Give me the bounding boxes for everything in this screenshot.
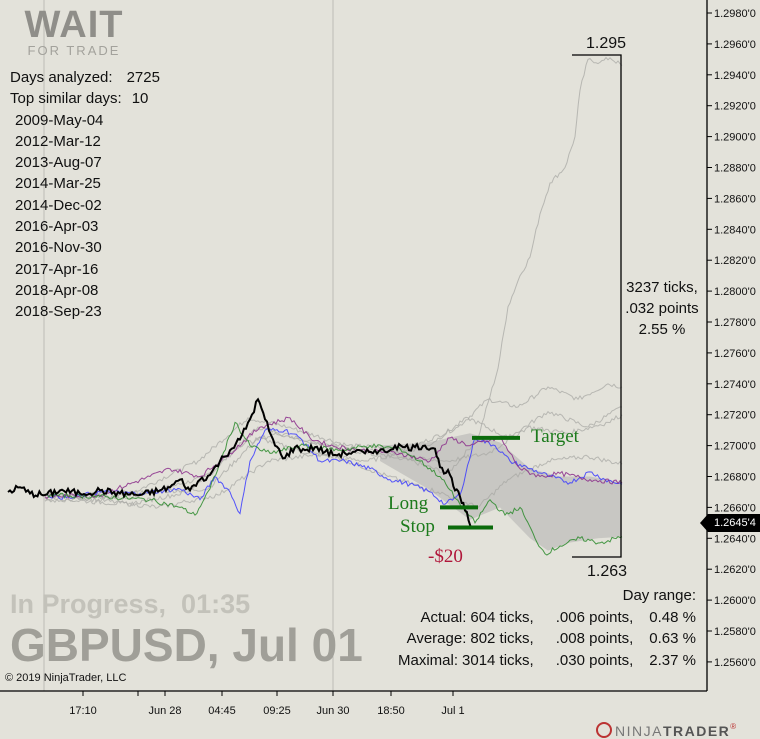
top-similar-label: Top similar days: — [10, 90, 122, 108]
stat-row-1: Average: 802 ticks, .008 points, 0.63 % — [380, 628, 696, 650]
current-price-value: 1.2645'4 — [708, 514, 760, 532]
stat-label: Maximal: — [398, 651, 459, 669]
long-label: Long — [388, 493, 429, 514]
time-tick-label: Jun 28 — [148, 705, 181, 717]
day-range-title: Day range: — [622, 587, 696, 604]
target-label: Target — [531, 426, 579, 447]
day-range-stats: Day range: Actual: 604 ticks, .006 points,… — [380, 585, 696, 671]
ninjatrader-logo-icon — [596, 722, 612, 738]
range-points: .032 points — [625, 300, 699, 317]
range-high-label: 1.295 — [586, 35, 627, 52]
price-tick-label: 1.2600'0 — [714, 595, 756, 607]
stop-label: Stop — [400, 516, 435, 537]
price-tick-label: 1.2820'0 — [714, 255, 756, 267]
status-watermark: In Progress, 01:35 — [10, 589, 251, 619]
series-line-purple — [44, 416, 623, 500]
stat-points: .008 points, — [555, 630, 634, 647]
stat-row-0: Actual: 604 ticks, .006 points, 0.48 % — [380, 607, 697, 629]
stat-ticks: 3014 ticks, — [462, 651, 534, 669]
days-analyzed-label: Days analyzed: — [10, 69, 113, 86]
series-line-similar-3 — [44, 406, 623, 500]
similar-day-item: 2017-Apr-16 — [15, 260, 99, 278]
similar-day-item: 2013-Aug-07 — [15, 154, 102, 172]
stat-ticks: 802 ticks, — [470, 630, 534, 647]
price-tick-label: 1.2680'0 — [714, 472, 756, 484]
price-tick-label: 1.2700'0 — [714, 441, 756, 453]
price-tick-label: 1.2580'0 — [714, 626, 756, 638]
days-analyzed-row: Days analyzed: 2725 — [10, 67, 160, 88]
brand-ninja: NINJA — [615, 723, 663, 739]
brand-reg: ® — [730, 722, 738, 731]
time-tick-label: 17:10 — [69, 705, 97, 717]
similar-day-item: 2009-May-04 — [15, 111, 104, 129]
analysis-info: Days analyzed: 2725 Top similar days: 10 2… — [10, 67, 160, 323]
price-tick-label: 1.2560'0 — [714, 657, 756, 669]
logo-main: WAIT — [24, 4, 124, 46]
price-tick-label: 1.2980'0 — [714, 8, 756, 20]
time-tick-label: 09:25 — [263, 705, 291, 717]
time-tick-label: 04:45 — [208, 705, 236, 717]
price-tick-label: 1.2740'0 — [714, 379, 756, 391]
price-tick-label: 1.2720'0 — [714, 410, 756, 422]
range-ticks: 3237 ticks, — [626, 279, 698, 296]
time-tick-label: Jul 1 — [441, 705, 464, 717]
stat-percent: 0.48 % — [649, 608, 696, 626]
stat-label: Average: — [406, 630, 467, 647]
instrument-watermark: GBPUSD, Jul 01 — [10, 619, 363, 671]
projection-band — [380, 433, 622, 551]
top-similar-value: 10 — [131, 90, 149, 108]
series-line-similar-5 — [44, 414, 623, 507]
series-line-similar-2 — [44, 383, 623, 503]
price-tick-label: 1.2660'0 — [714, 502, 756, 514]
price-tick-label: 1.2860'0 — [714, 193, 756, 205]
series-line-today — [7, 397, 473, 530]
price-tick-label: 1.2780'0 — [714, 317, 756, 329]
price-tick-label: 1.2900'0 — [714, 132, 756, 144]
similar-day-item: 2012-Mar-12 — [15, 132, 101, 150]
similar-day-item: 2014-Dec-02 — [15, 196, 102, 214]
pnl-label: -$20 — [428, 546, 463, 567]
similar-day-item: 2016-Apr-03 — [15, 218, 99, 236]
similar-day-item: 2018-Sep-23 — [15, 303, 102, 321]
similar-day-item: 2016-Nov-30 — [15, 239, 102, 257]
days-analyzed-value: 2725 — [126, 69, 160, 86]
stat-points: .006 points, — [555, 608, 634, 626]
brand-trader: TRADER — [662, 723, 731, 739]
price-tick-label: 1.2940'0 — [714, 70, 756, 82]
similar-day-item: 2014-Mar-25 — [15, 175, 101, 193]
price-tick-label: 1.2960'0 — [714, 39, 756, 51]
stat-row-2: Maximal: 3014 ticks, .030 points, 2.37 % — [380, 650, 696, 672]
price-tick-label: 1.2620'0 — [714, 564, 756, 576]
stat-percent: 2.37 % — [649, 651, 696, 669]
copyright: © 2019 NinjaTrader, LLC — [5, 672, 127, 684]
time-tick-label: Jun 30 — [316, 705, 349, 717]
top-similar-row: Top similar days: 10 — [10, 88, 160, 109]
range-summary: 3237 ticks, .032 points 2.55 % — [616, 277, 708, 340]
ninjatrader-brand: NINJATRADER® — [596, 722, 738, 739]
price-tick-label: 1.2920'0 — [714, 101, 756, 113]
stat-label: Actual: — [420, 608, 467, 626]
stat-points: .030 points, — [555, 651, 634, 669]
range-percent: 2.55 % — [638, 321, 686, 338]
range-low-label: 1.263 — [587, 563, 628, 580]
price-tick-label: 1.2640'0 — [714, 533, 756, 545]
price-tick-label: 1.2760'0 — [714, 348, 756, 360]
stat-percent: 0.63 % — [649, 630, 696, 647]
price-tick-label: 1.2840'0 — [714, 224, 756, 236]
wait-for-trade-logo: WAIT FOR TRADE — [14, 6, 134, 57]
logo-sub: FOR TRADE — [27, 43, 121, 58]
series-line-green — [44, 421, 623, 556]
time-tick-label: 18:50 — [377, 705, 405, 717]
price-tick-label: 1.2800'0 — [714, 286, 756, 298]
day-range-bracket — [572, 54, 622, 558]
stat-ticks: 604 ticks, — [470, 608, 534, 626]
price-tick-label: 1.2880'0 — [714, 163, 756, 175]
similar-day-item: 2018-Apr-08 — [15, 281, 99, 299]
